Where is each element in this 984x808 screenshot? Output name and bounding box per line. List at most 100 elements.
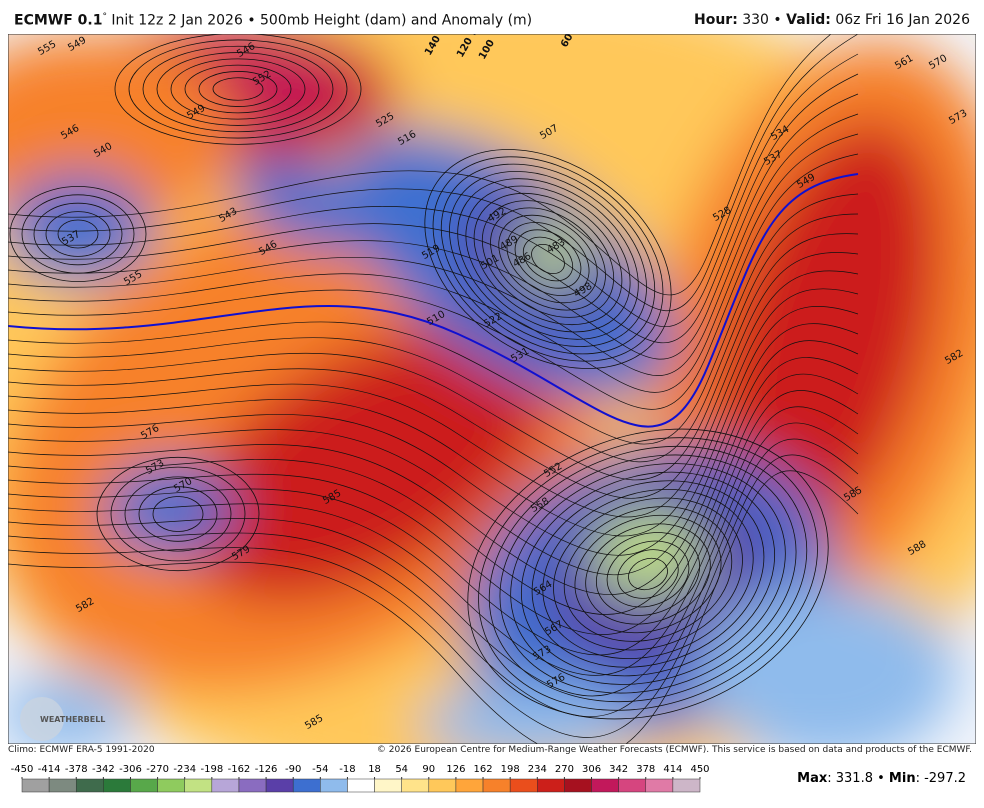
contour <box>478 437 818 711</box>
contour <box>490 207 606 311</box>
contour <box>617 549 679 599</box>
anomaly-blob <box>593 512 703 596</box>
contour <box>8 406 859 676</box>
contour <box>8 53 859 328</box>
colorbar-tick-label: -414 <box>38 764 61 775</box>
anomaly-blob <box>698 584 958 744</box>
contour <box>8 288 859 537</box>
contour <box>8 73 859 344</box>
contour <box>9 185 147 282</box>
colorbar-tick-label: -18 <box>339 764 355 775</box>
contour <box>156 52 320 126</box>
colorbar-tick-label: 54 <box>395 764 408 775</box>
colorbar-tick-label: -90 <box>285 764 301 775</box>
contour <box>152 496 204 532</box>
contour <box>8 213 859 463</box>
contour <box>8 193 859 445</box>
contour <box>467 428 829 720</box>
contour <box>449 171 647 347</box>
colorbar-swatch <box>537 778 565 793</box>
contour <box>8 422 859 697</box>
colorbar-tick-label: -234 <box>173 764 196 775</box>
contour <box>606 540 690 608</box>
colorbar-tick-label: -306 <box>119 764 142 775</box>
contour <box>138 486 218 542</box>
contour <box>8 340 859 595</box>
contour <box>8 153 859 410</box>
colorbar-tick-label: 18 <box>368 764 381 775</box>
colorbar-swatch <box>48 778 77 793</box>
colorbar-swatch <box>211 778 240 793</box>
contour <box>8 470 859 744</box>
min-label: Min <box>888 771 916 786</box>
header-left: ECMWF 0.1° Init 12z 2 Jan 2026 • 500mb H… <box>14 12 532 29</box>
colorbar-tick-label: 378 <box>636 764 655 775</box>
colorbar-tick-label: 270 <box>555 764 574 775</box>
contour <box>8 93 859 360</box>
colorbar-tick-label: -54 <box>312 764 328 775</box>
contour <box>8 438 859 718</box>
anomaly-blob <box>186 325 550 603</box>
contour <box>8 34 832 296</box>
contour <box>8 390 859 656</box>
contour <box>531 244 565 274</box>
contour <box>8 34 859 311</box>
contour <box>574 514 722 634</box>
contour <box>142 45 334 133</box>
max-label: Max <box>797 771 828 786</box>
anomaly-blob <box>418 684 638 744</box>
colorbar-tick-label: -342 <box>92 764 115 775</box>
contour <box>8 252 859 499</box>
logo-text: WEATHERBELL <box>40 715 105 724</box>
colorbar-swatch <box>455 778 484 793</box>
contours <box>8 34 859 744</box>
colorbar-swatch <box>184 778 213 793</box>
contour <box>8 454 859 738</box>
colorbar-swatch <box>482 778 511 793</box>
max-value: : 331.8 • <box>827 771 889 786</box>
colorbar-swatch <box>347 778 375 793</box>
colorbar-swatch <box>401 778 430 793</box>
anomaly-blob <box>521 222 585 286</box>
contour <box>514 229 582 289</box>
colorbar-swatch <box>292 778 321 793</box>
contour <box>563 506 733 642</box>
colorbar-tick-label: 342 <box>609 764 628 775</box>
colorbar-swatch <box>509 778 538 793</box>
colorbar-swatch <box>21 778 50 793</box>
climo: Climo: ECMWF ERA-5 1991-2020 <box>8 745 155 755</box>
colorbar-swatch <box>320 778 348 793</box>
contour <box>542 488 754 660</box>
valid-label: Valid: <box>786 12 831 28</box>
colorbar-swatch <box>75 778 104 793</box>
contour <box>128 39 348 139</box>
anomaly-blob <box>103 461 233 557</box>
run-info: Init 12z 2 Jan 2026 • 500mb Height (dam)… <box>106 12 533 29</box>
anomaly-field <box>8 34 976 744</box>
contour <box>531 480 765 668</box>
contour <box>498 214 598 304</box>
colorbar-tick-label: -162 <box>228 764 251 775</box>
contour <box>465 185 631 333</box>
logo: WEATHERBELL <box>20 697 105 741</box>
logo-circle <box>20 697 64 741</box>
colorbar-tick-label: -378 <box>65 764 88 775</box>
contour <box>8 373 859 636</box>
colorbar-tick-label: -198 <box>200 764 223 775</box>
contour <box>473 192 623 326</box>
colorbar-tick-label: 234 <box>528 764 547 775</box>
contour <box>45 211 111 257</box>
colorbar-swatch <box>374 778 402 793</box>
contour <box>553 497 743 651</box>
colorbar: -450 -414 -378 -342 -306 -270 -234 -198 -162 -126… <box>11 764 710 793</box>
contour <box>170 58 306 120</box>
contour <box>184 64 292 114</box>
valid: 06z Fri 16 Jan 2026 <box>830 12 970 28</box>
hour-label: Hour: <box>693 12 738 28</box>
header-right: Hour: 330 • Valid: 06z Fri 16 Jan 2026 <box>694 12 970 28</box>
contour <box>595 532 701 616</box>
contour <box>124 476 232 552</box>
contour <box>198 71 278 107</box>
